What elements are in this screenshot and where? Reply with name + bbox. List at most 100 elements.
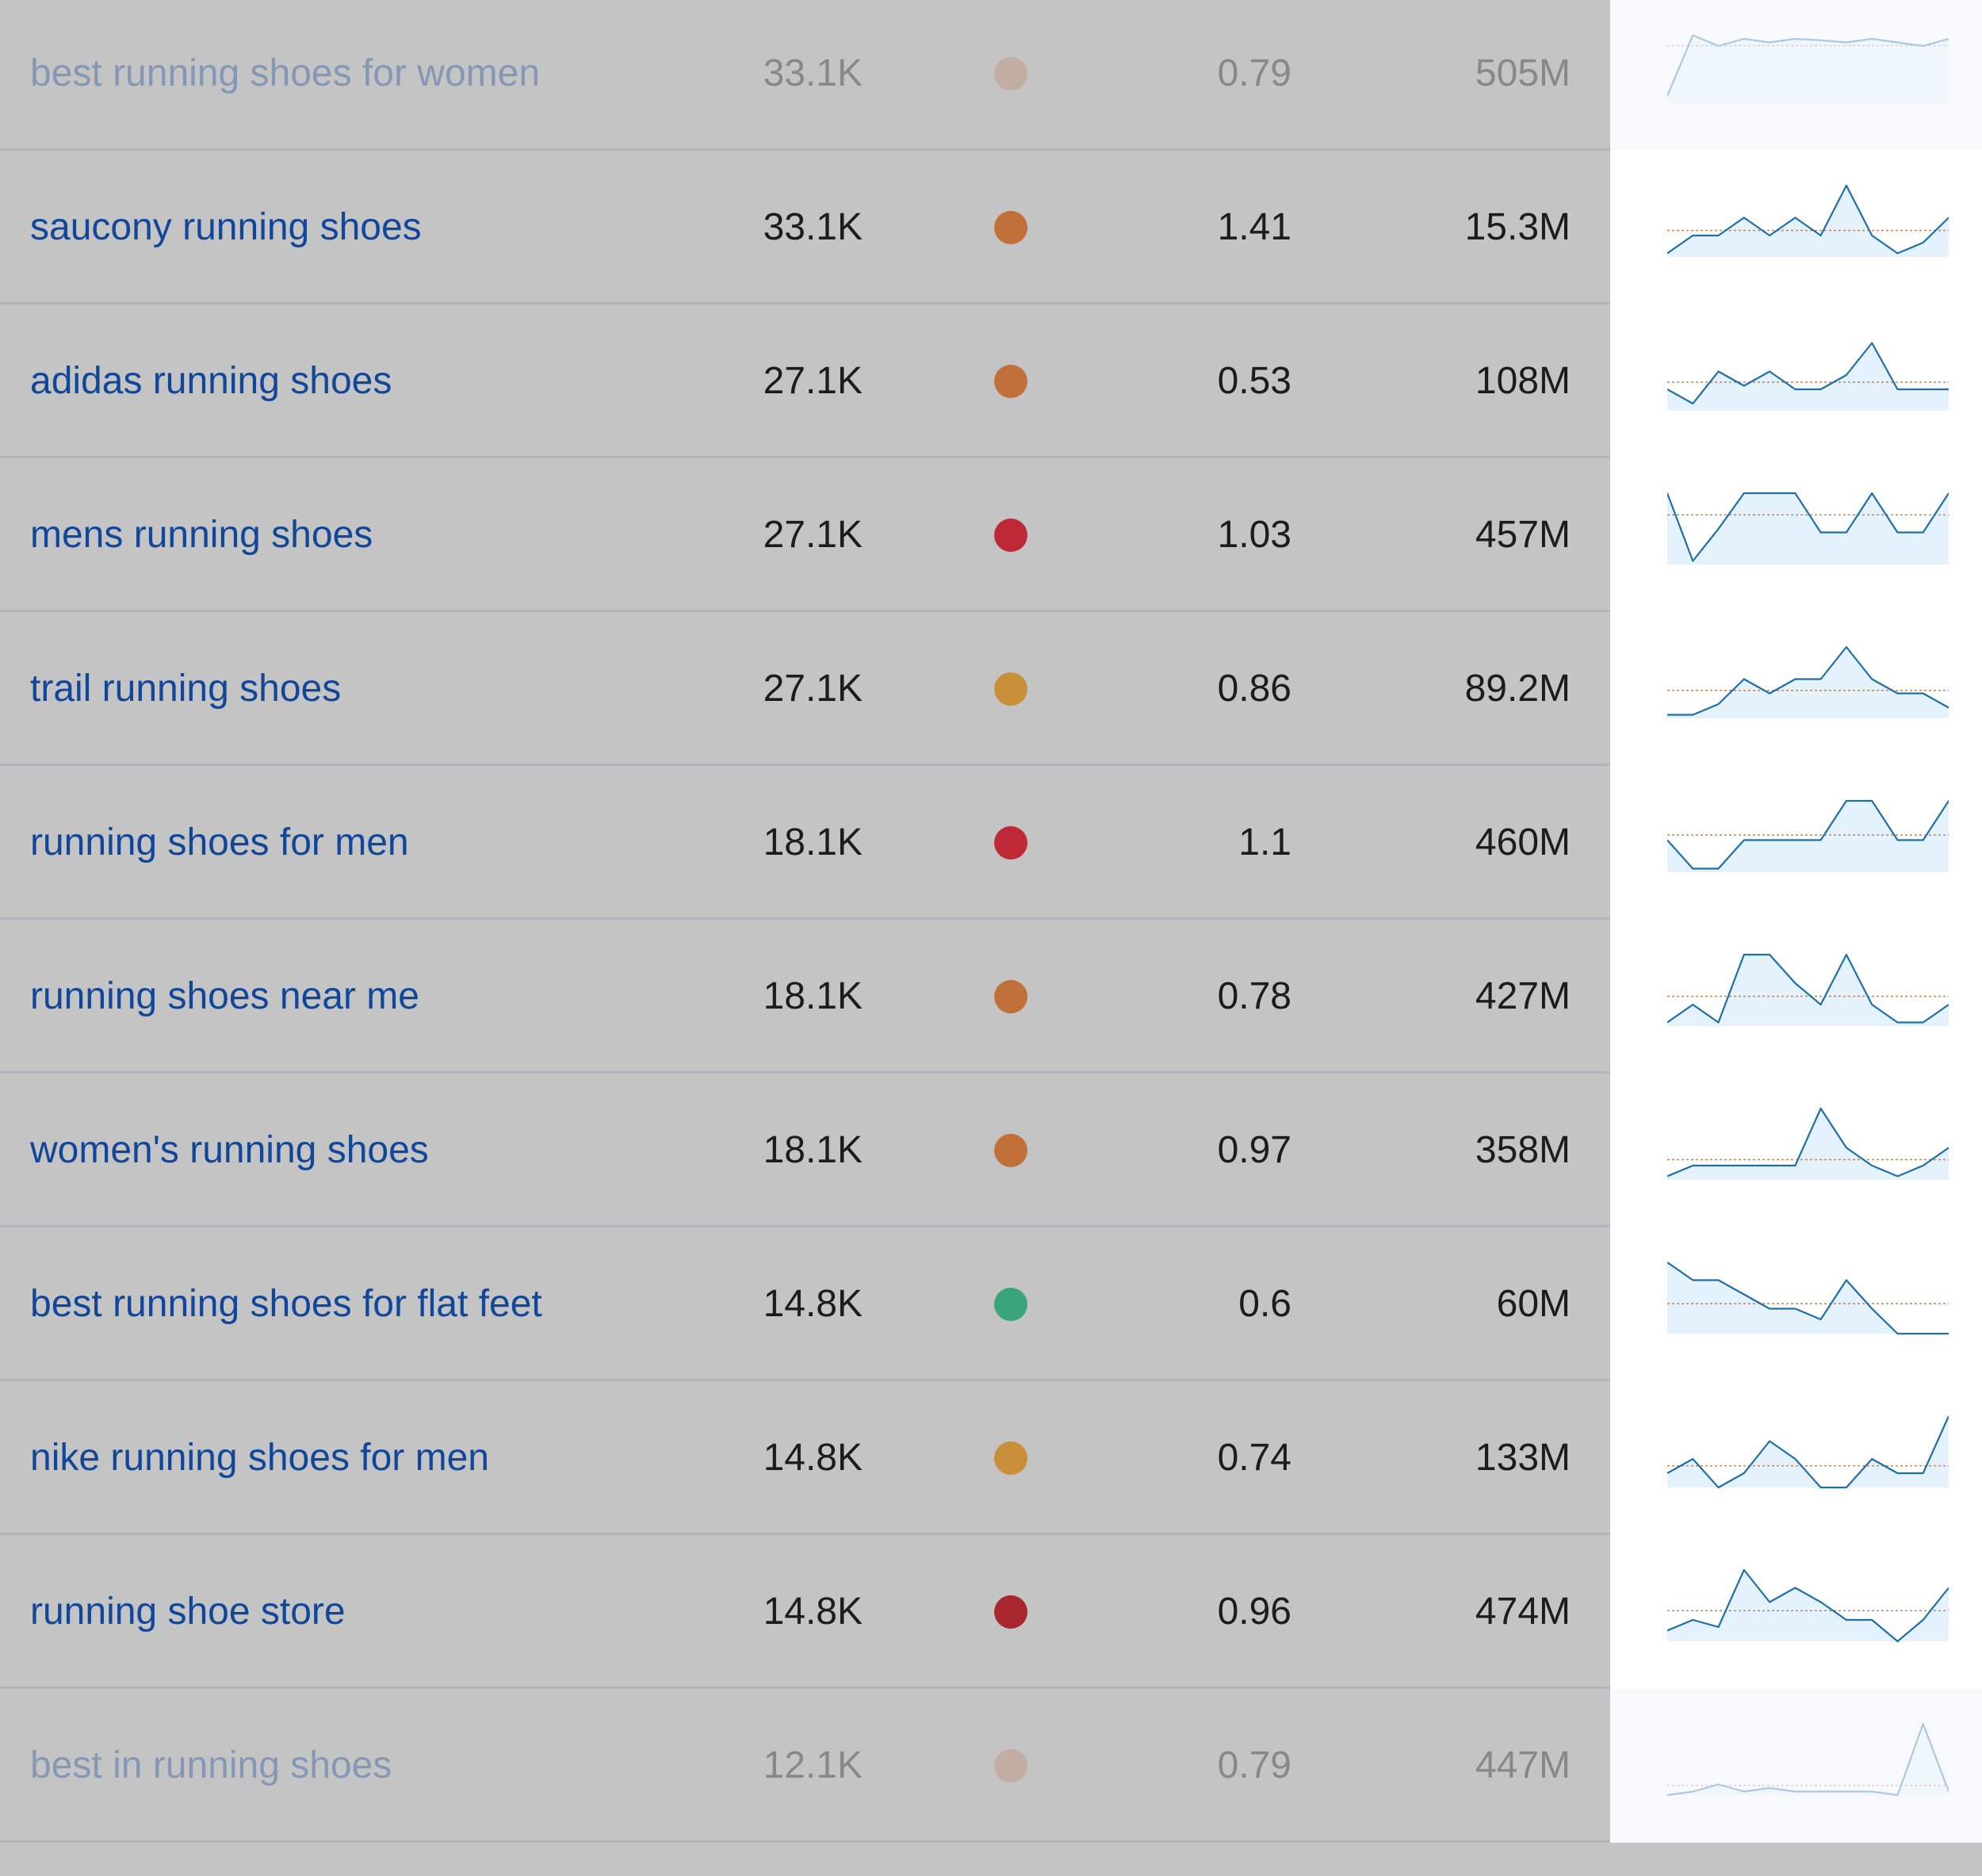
volume-value: 18.1K: [763, 821, 863, 863]
trend-sparkline: [1667, 1722, 1949, 1797]
trend-area: [1667, 1416, 1949, 1487]
trend-area: [1667, 343, 1949, 411]
keyword-link[interactable]: running shoes near me: [30, 975, 419, 1017]
results-value: 460M: [1475, 821, 1571, 863]
table-row[interactable]: best running shoes for flat feet 14.8K 0.6…: [0, 1227, 1982, 1381]
keyword-link[interactable]: adidas running shoes: [30, 360, 392, 402]
trend-area: [1667, 1570, 1949, 1641]
results-value: 457M: [1475, 514, 1571, 556]
volume-value: 27.1K: [763, 668, 863, 710]
results-value: 427M: [1475, 975, 1571, 1017]
cpc-value: 0.74: [1217, 1437, 1291, 1479]
trend-area: [1667, 801, 1949, 872]
table-row[interactable]: adidas running shoes 27.1K 0.53 108M: [0, 304, 1982, 458]
keyword-link[interactable]: running shoe store: [30, 1591, 346, 1633]
trend-sparkline: [1667, 1107, 1949, 1180]
table-row[interactable]: trail running shoes 27.1K 0.86 89.2M: [0, 612, 1982, 766]
keyword-link[interactable]: best in running shoes: [30, 1744, 392, 1786]
trend-sparkline: [1667, 342, 1949, 411]
cpc-value: 0.96: [1217, 1591, 1291, 1633]
volume-value: 12.1K: [763, 1744, 863, 1786]
trend-sparkline: [1667, 953, 1949, 1026]
cpc-value: 0.53: [1217, 360, 1291, 402]
trend-line: [1667, 1568, 1949, 1643]
trend-area: [1667, 493, 1949, 565]
keyword-difficulty-indicator: [994, 1441, 1027, 1475]
table-row[interactable]: running shoe store 14.8K 0.96 474M: [0, 1535, 1982, 1689]
table-row[interactable]: best in running shoes 12.1K 0.79 447M: [0, 1689, 1982, 1843]
cpc-value: 0.6: [1238, 1283, 1291, 1325]
cpc-value: 0.78: [1217, 975, 1291, 1017]
trend-cell: [1610, 0, 1982, 151]
keyword-link[interactable]: running shoes for men: [30, 821, 409, 863]
volume-value: 18.1K: [763, 1129, 863, 1171]
trend-area: [1667, 1724, 1949, 1795]
trend-line: [1667, 953, 1949, 1024]
keyword-difficulty-indicator: [994, 1749, 1027, 1782]
trend-cell: [1610, 1381, 1982, 1535]
cpc-value: 1.41: [1217, 206, 1291, 248]
volume-value: 18.1K: [763, 975, 863, 1017]
trend-area: [1667, 1108, 1949, 1180]
trend-sparkline: [1667, 492, 1949, 565]
trend-line: [1667, 799, 1949, 870]
results-value: 89.2M: [1464, 668, 1571, 710]
keyword-difficulty-indicator: [994, 519, 1027, 552]
results-value: 358M: [1475, 1129, 1571, 1171]
trend-cell: [1610, 458, 1982, 612]
trend-cell: [1610, 304, 1982, 458]
volume-value: 27.1K: [763, 514, 863, 556]
trend-sparkline: [1667, 34, 1949, 103]
cpc-value: 0.86: [1217, 668, 1291, 710]
keyword-difficulty-indicator: [994, 980, 1027, 1013]
keyword-link[interactable]: trail running shoes: [30, 668, 342, 710]
trend-area: [1667, 647, 1949, 718]
trend-line: [1667, 1415, 1949, 1489]
table-row[interactable]: saucony running shoes 33.1K 1.41 15.3M: [0, 151, 1982, 304]
keyword-difficulty-indicator: [994, 211, 1027, 244]
volume-value: 33.1K: [763, 206, 863, 248]
trend-cell: [1610, 1689, 1982, 1843]
cpc-value: 1.1: [1238, 821, 1291, 863]
keyword-link[interactable]: best running shoes for flat feet: [30, 1283, 542, 1325]
table-row[interactable]: women's running shoes 18.1K 0.97 358M: [0, 1074, 1982, 1227]
keyword-link[interactable]: saucony running shoes: [30, 206, 422, 248]
trend-line: [1667, 1262, 1949, 1335]
results-value: 474M: [1475, 1591, 1571, 1633]
trend-area: [1667, 1262, 1949, 1334]
trend-sparkline: [1667, 1415, 1949, 1489]
trend-line: [1667, 492, 1949, 562]
trend-line: [1667, 184, 1949, 255]
trend-area: [1667, 186, 1949, 257]
table-row[interactable]: best running shoes for women 33.1K 0.79 505…: [0, 0, 1982, 151]
table-row[interactable]: nike running shoes for men 14.8K 0.74 133M: [0, 1381, 1982, 1535]
keyword-difficulty-indicator: [994, 1595, 1027, 1629]
keyword-link[interactable]: mens running shoes: [30, 514, 373, 556]
trend-sparkline: [1667, 1568, 1949, 1643]
trend-sparkline: [1667, 799, 1949, 872]
trend-sparkline: [1667, 1262, 1949, 1335]
keyword-link[interactable]: best running shoes for women: [30, 52, 541, 94]
keyword-link[interactable]: women's running shoes: [30, 1129, 429, 1171]
results-value: 133M: [1475, 1437, 1571, 1479]
volume-value: 14.8K: [763, 1283, 863, 1325]
keyword-difficulty-indicator: [994, 365, 1027, 398]
table-row[interactable]: running shoes for men 18.1K 1.1 460M: [0, 766, 1982, 920]
keyword-difficulty-indicator: [994, 1134, 1027, 1167]
keyword-difficulty-indicator: [994, 826, 1027, 860]
trend-line: [1667, 1107, 1949, 1177]
cpc-value: 0.79: [1217, 1744, 1291, 1786]
volume-value: 14.8K: [763, 1591, 863, 1633]
trend-sparkline: [1667, 645, 1949, 718]
cpc-value: 0.79: [1217, 52, 1291, 94]
results-value: 60M: [1496, 1283, 1571, 1325]
keyword-link[interactable]: nike running shoes for men: [30, 1437, 489, 1479]
table-row[interactable]: mens running shoes 27.1K 1.03 457M: [0, 458, 1982, 612]
keyword-difficulty-indicator: [994, 672, 1027, 706]
results-value: 447M: [1475, 1744, 1571, 1786]
trend-line: [1667, 1722, 1949, 1797]
table-row[interactable]: running shoes near me 18.1K 0.78 427M: [0, 920, 1982, 1074]
trend-cell: [1610, 766, 1982, 920]
trend-line: [1667, 645, 1949, 716]
trend-cell: [1610, 151, 1982, 304]
